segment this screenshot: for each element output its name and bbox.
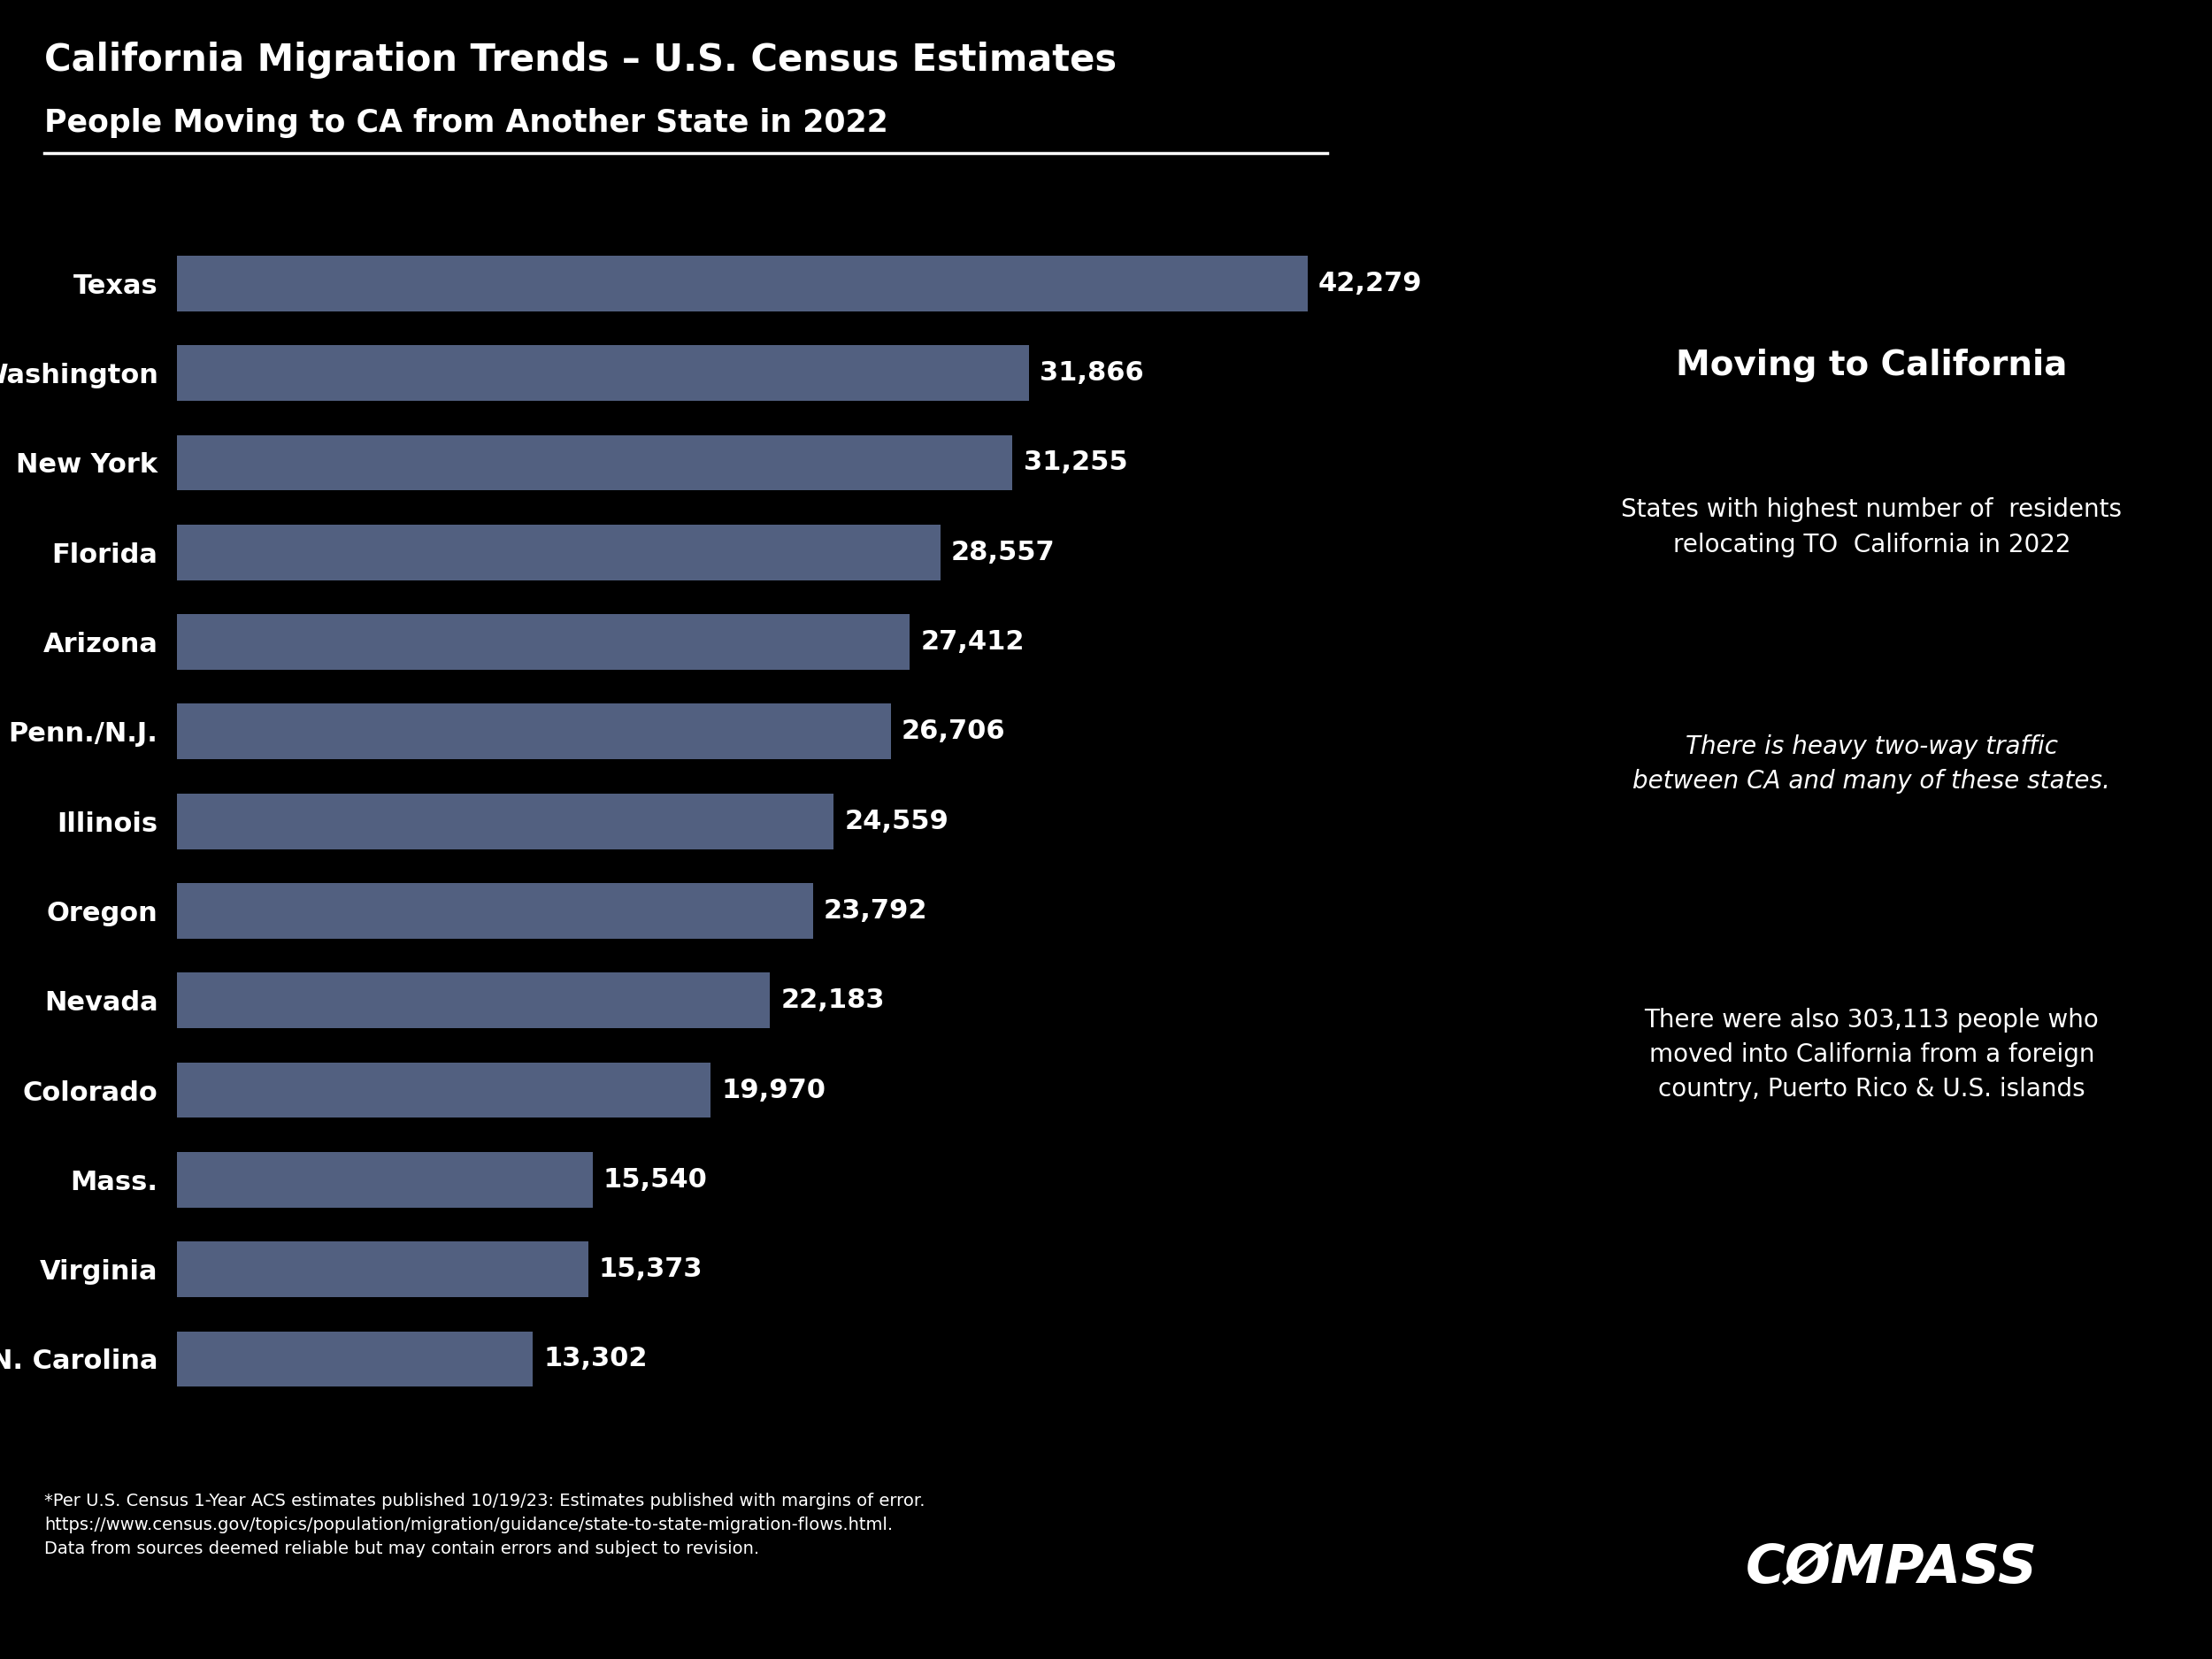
Text: 19,970: 19,970 xyxy=(721,1077,825,1103)
Text: 15,540: 15,540 xyxy=(604,1166,708,1193)
Text: 23,792: 23,792 xyxy=(823,898,927,924)
Bar xyxy=(177,524,940,581)
Text: 28,557: 28,557 xyxy=(951,539,1055,566)
Bar xyxy=(177,614,909,670)
Text: There is heavy two-way traffic: There is heavy two-way traffic xyxy=(1686,733,2057,758)
Bar xyxy=(177,255,1307,312)
Bar xyxy=(177,435,1013,491)
Bar xyxy=(177,793,834,849)
Bar xyxy=(177,345,1029,401)
Text: *Per U.S. Census 1-Year ACS estimates published 10/19/23: Estimates published wi: *Per U.S. Census 1-Year ACS estimates pu… xyxy=(44,1493,925,1556)
Bar xyxy=(177,1241,588,1297)
Text: Moving to California: Moving to California xyxy=(1677,348,2068,382)
Text: 26,706: 26,706 xyxy=(902,718,1006,745)
Text: 31,255: 31,255 xyxy=(1024,450,1128,476)
Text: 42,279: 42,279 xyxy=(1318,270,1422,297)
Text: There is heavy two-way traffic
between CA and many of these states.: There is heavy two-way traffic between C… xyxy=(1632,733,2110,793)
Text: 27,412: 27,412 xyxy=(920,629,1024,655)
Text: States with highest number of  residents
relocating TO  California in 2022: States with highest number of residents … xyxy=(1621,498,2121,557)
Bar xyxy=(177,1062,710,1118)
Bar xyxy=(177,1151,593,1208)
Bar xyxy=(177,1331,533,1387)
Text: CØMPASS: CØMPASS xyxy=(1745,1543,2037,1594)
Text: There were also 303,113 people who
moved into California from a foreign
country,: There were also 303,113 people who moved… xyxy=(1644,1007,2099,1102)
Text: California Migration Trends – U.S. Census Estimates: California Migration Trends – U.S. Censu… xyxy=(44,41,1117,78)
Text: 31,866: 31,866 xyxy=(1040,360,1144,387)
Bar xyxy=(177,883,814,939)
Bar xyxy=(177,703,891,760)
Text: 13,302: 13,302 xyxy=(544,1345,648,1372)
Bar xyxy=(177,972,770,1029)
Text: 22,183: 22,183 xyxy=(781,987,885,1014)
Text: People Moving to CA from Another State in 2022: People Moving to CA from Another State i… xyxy=(44,108,889,138)
Text: 15,373: 15,373 xyxy=(599,1256,703,1282)
Text: 24,559: 24,559 xyxy=(845,808,949,834)
